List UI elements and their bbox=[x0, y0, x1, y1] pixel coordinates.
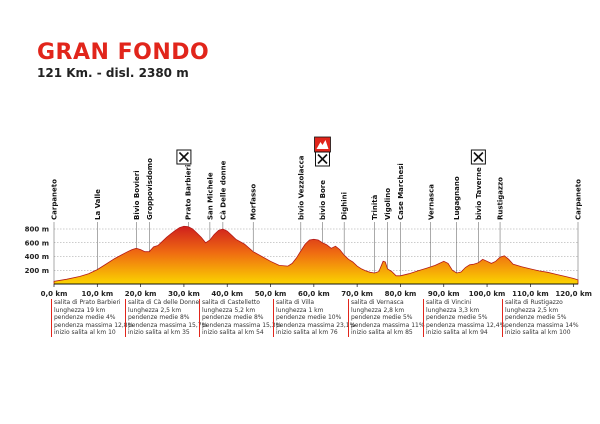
waypoint-label: bivio Taverne bbox=[475, 167, 483, 220]
climb-avg: pendenze medie 4% bbox=[54, 314, 116, 322]
gpm-icon bbox=[314, 136, 331, 153]
x-tick-label: 30,0 km bbox=[168, 290, 200, 298]
y-tick-label: 400 m bbox=[25, 253, 49, 261]
x-tick-label: 100,0 km bbox=[469, 290, 506, 298]
x-tick-label: 110,0 km bbox=[512, 290, 549, 298]
climb-length: lunghezza 2,8 km bbox=[351, 306, 405, 314]
climb-name: salita di Vincini bbox=[426, 299, 472, 306]
x-tick-label: 60,0 km bbox=[298, 290, 330, 298]
chart-area-layer bbox=[53, 225, 579, 285]
y-tick-label: 200 m bbox=[25, 267, 49, 275]
chart-axes: 200 m 400 m 600 m 800 m 0,0 km 10,0 km 20,0 km… bbox=[25, 226, 592, 299]
refreshment-icon bbox=[470, 149, 486, 165]
x-tick-label: 0,0 km bbox=[41, 290, 68, 298]
page-title: GRAN FONDO bbox=[37, 40, 210, 65]
climb-avg: pendenze medie 8% bbox=[128, 314, 190, 322]
climb-avg: pendenze medie 8% bbox=[202, 314, 264, 322]
knife-shape bbox=[473, 151, 484, 163]
x-tick-label: 20,0 km bbox=[125, 290, 157, 298]
climb-name: salita di Villa bbox=[276, 299, 315, 306]
waypoint-label: Carpaneto bbox=[575, 179, 583, 220]
climb-avg: pendenze medie 5% bbox=[505, 314, 567, 322]
waypoint-label: Carpaneto bbox=[51, 179, 59, 220]
page-subtitle: 121 Km. - disl. 2380 m bbox=[37, 66, 189, 80]
waypoint-label: Vigolino bbox=[384, 188, 392, 220]
climb-max: pendenza massima 11% bbox=[351, 321, 425, 329]
x-tick-label: 70,0 km bbox=[341, 290, 373, 298]
x-tick-label: 50,0 km bbox=[255, 290, 287, 298]
refreshment-icon bbox=[176, 149, 192, 165]
waypoint-label: Lugagnano bbox=[453, 176, 461, 220]
climb-max: pendenza massima 12,4% bbox=[426, 321, 506, 329]
waypoint-label: Case Marchesi bbox=[397, 163, 405, 220]
chart-markers bbox=[176, 136, 486, 167]
climb-start: inizio salita al km 10 bbox=[54, 329, 116, 337]
climb-info-4: salita di Villa lunghezza 1 km pendenze … bbox=[273, 299, 356, 337]
climb-info-5: salita di Vernasca lunghezza 2,8 km pend… bbox=[348, 299, 425, 337]
climb-length: lunghezza 1 km bbox=[276, 306, 324, 314]
climb-max: pendenza massima 23,1% bbox=[276, 321, 356, 329]
waypoint-label: Morfasso bbox=[250, 184, 258, 220]
waypoint-label: bivio Vezzolacca bbox=[297, 155, 305, 220]
waypoint-label: San Michele bbox=[206, 172, 214, 220]
knife-shape bbox=[317, 153, 328, 165]
waypoint-label: bivio Bore bbox=[319, 180, 327, 220]
climb-name: salita di Castelletto bbox=[202, 299, 260, 306]
x-tick-label: 10,0 km bbox=[81, 290, 113, 298]
climb-info-6: salita di Vincini lunghezza 3,3 km pende… bbox=[423, 299, 506, 337]
climb-name: salita di Vernasca bbox=[351, 299, 404, 306]
climb-max: pendenza massima 15,7% bbox=[128, 321, 208, 329]
elevation-area bbox=[53, 225, 579, 285]
knife-shape bbox=[178, 151, 189, 163]
waypoint-label: Prato Barbieri bbox=[185, 165, 193, 220]
climb-length: lunghezza 5,2 km bbox=[202, 306, 256, 314]
mountain-shape bbox=[316, 140, 329, 149]
x-tick-label: 90,0 km bbox=[428, 290, 460, 298]
climb-start: inizio salita al km 35 bbox=[128, 329, 190, 337]
climb-length: lunghezza 3,3 km bbox=[426, 306, 480, 314]
waypoint-label: Bivio Bovieri bbox=[133, 170, 141, 220]
climb-length: lunghezza 19 km bbox=[54, 306, 106, 314]
climb-avg: pendenze medie 10% bbox=[276, 314, 342, 322]
climb-info-3: salita di Castelletto lunghezza 5,2 km p… bbox=[199, 299, 282, 337]
climb-avg: pendenze medie 5% bbox=[426, 314, 488, 322]
x-tick-label: 40,0 km bbox=[211, 290, 243, 298]
climb-length: lunghezza 2,5 km bbox=[505, 306, 559, 314]
refreshment-icon bbox=[314, 151, 330, 167]
climb-name: salita di Cà delle Donne bbox=[128, 299, 200, 306]
chart-waypoints: Carpaneto La Valle Bivio Bovieri Groppovisd… bbox=[51, 155, 583, 282]
waypoint-label: Vernasca bbox=[427, 184, 435, 220]
climb-start: inizio salita al km 100 bbox=[505, 329, 571, 337]
x-tick-label: 120,0 km bbox=[555, 290, 592, 298]
waypoint-label: Cà Delle donne bbox=[219, 160, 227, 220]
climb-info-1: salita di Prato Barbieri lunghezza 19 km… bbox=[51, 299, 134, 337]
gpm-icon-frame bbox=[314, 136, 331, 153]
climb-avg: pendenze medie 5% bbox=[351, 314, 413, 322]
climb-max: pendenza massima 14% bbox=[505, 321, 579, 329]
y-tick-label: 800 m bbox=[25, 226, 49, 234]
climb-max: pendenza massima 15,3% bbox=[202, 321, 282, 329]
climb-start: inizio salita al km 94 bbox=[426, 329, 488, 337]
climb-start: inizio salita al km 85 bbox=[351, 329, 413, 337]
waypoint-label: Groppovisdomo bbox=[146, 158, 154, 220]
climb-length: lunghezza 2,5 km bbox=[128, 306, 182, 314]
climb-start: inizio salita al km 76 bbox=[276, 329, 338, 337]
climb-info-7: salita di Rustigazzo lunghezza 2,5 km pe… bbox=[502, 299, 579, 337]
climb-start: inizio salita al km 54 bbox=[202, 329, 264, 337]
climb-name: salita di Rustigazzo bbox=[505, 299, 563, 306]
climb-name: salita di Prato Barbieri bbox=[54, 299, 121, 306]
x-tick-label: 80,0 km bbox=[385, 290, 417, 298]
climb-info-2: salita di Cà delle Donne lunghezza 2,5 k… bbox=[125, 299, 208, 337]
waypoint-label: Trinità bbox=[371, 194, 379, 220]
waypoint-label: La Valle bbox=[94, 189, 102, 220]
waypoint-label: Dighini bbox=[341, 192, 349, 220]
waypoint-label: Rustigazzo bbox=[497, 177, 505, 220]
climb-max: pendenza massima 12,8% bbox=[54, 321, 134, 329]
y-tick-label: 600 m bbox=[25, 239, 49, 247]
